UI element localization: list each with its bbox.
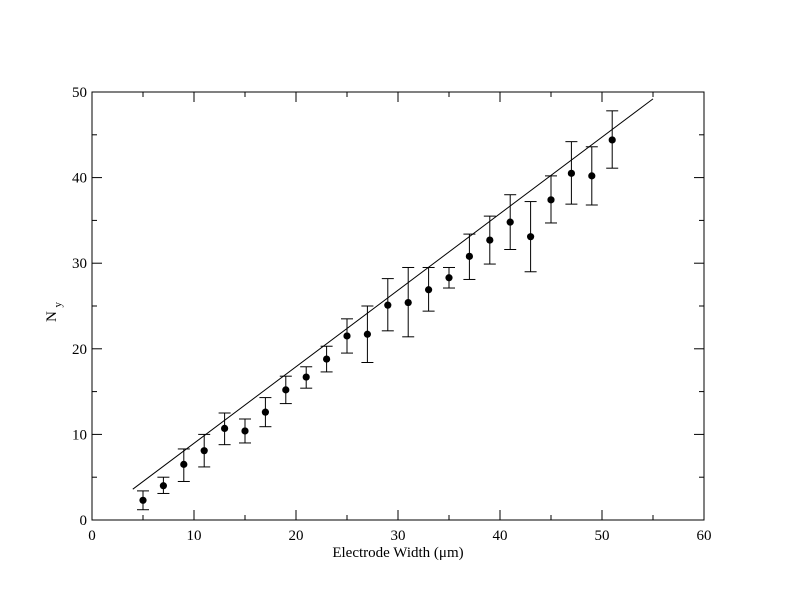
data-point [425,286,433,294]
data-point [588,172,596,180]
y-tick-label: 40 [72,171,87,187]
data-point-group [300,366,313,389]
data-point [527,233,535,241]
x-axis-label: Electrode Width (μm) [332,545,463,561]
data-point-group [504,194,517,251]
data-point-group [279,375,292,405]
data-point-group [443,266,455,289]
data-point-group [606,110,619,169]
data-point-group [259,397,272,428]
data-point [608,136,616,144]
data-point [200,447,208,455]
data-point [343,332,351,340]
data-point [282,386,290,394]
y-tick-label: 30 [72,256,87,272]
data-point [363,330,371,338]
x-tick-label: 50 [595,528,610,544]
x-tick-label: 40 [493,528,508,544]
data-point [384,301,392,309]
y-axis-label: N y [44,301,64,322]
x-tick-label: 20 [289,528,304,544]
data-point-group [239,418,251,444]
data-point [221,424,229,433]
data-point-group [545,175,557,224]
y-axis-label-main: N [44,311,60,322]
data-point-group [320,345,333,373]
x-tick-label: 10 [187,528,202,544]
data-point-group [137,490,149,511]
data-point [139,496,147,504]
data-point-group [483,215,496,265]
x-tick-label: 0 [88,528,96,544]
data-point-group [402,266,415,338]
x-tick-label: 60 [697,528,712,544]
data-point-group [381,278,394,332]
data-point-group [565,141,578,205]
y-axis-label-sub: y [52,301,64,307]
data-point [180,460,188,468]
data-point-group [157,476,170,494]
y-tick-label: 10 [72,427,87,443]
data-point [302,373,310,381]
y-tick-label: 0 [80,513,88,529]
data-point-group [463,233,476,280]
data-point [506,218,514,226]
data-point-group [218,412,231,446]
data-point-group [361,305,374,363]
data-point [547,196,555,204]
data-point [241,427,249,435]
data-point-group [198,433,211,468]
data-point [465,252,473,260]
data-point [159,482,167,490]
data-point [261,408,269,416]
data-point-group [341,318,353,354]
data-point [404,298,412,307]
x-tick-label: 30 [391,528,406,544]
data-point [567,169,576,177]
tick-labels: 0 10 20 30 40 50 60 0 10 20 30 40 50 [72,85,712,544]
data-point [486,236,494,244]
data-point-group [524,201,537,273]
plot-area [132,98,654,511]
y-tick-label: 50 [72,85,87,101]
data-point-group [585,146,598,206]
data-point [323,355,331,363]
data-point-group [422,266,435,312]
fit-line [132,98,654,490]
data-point-group [177,448,190,482]
data-point [445,274,453,282]
axis-ticks [91,91,705,521]
y-tick-label: 20 [72,342,87,358]
